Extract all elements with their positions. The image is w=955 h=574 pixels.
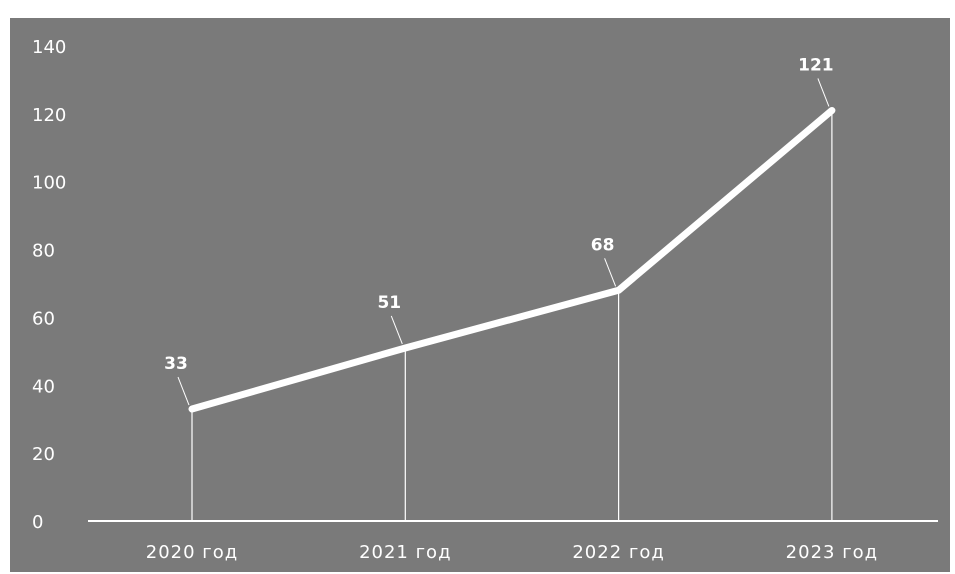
label-leader-line bbox=[817, 78, 830, 107]
data-label: 68 bbox=[591, 235, 615, 255]
x-category-label: 2020 год bbox=[146, 542, 238, 563]
y-axis-ticks: 0 20 40 60 80 100 120 140 bbox=[32, 37, 66, 533]
y-tick-label: 60 bbox=[32, 308, 55, 329]
x-category-label: 2021 год bbox=[359, 542, 451, 563]
x-category-label: 2023 год bbox=[786, 542, 878, 563]
chart-area: 0 20 40 60 80 100 120 140 33 51 68 121 2020 год 202… bbox=[10, 18, 950, 572]
y-tick-label: 20 bbox=[32, 444, 55, 465]
x-axis-categories: 2020 год 2021 год 2022 год 2023 год bbox=[146, 542, 878, 563]
data-label: 51 bbox=[377, 293, 401, 313]
y-tick-label: 40 bbox=[32, 376, 55, 397]
series-line bbox=[188, 106, 836, 413]
label-leader-line bbox=[390, 315, 403, 345]
data-labels: 33 51 68 121 bbox=[164, 55, 833, 374]
y-tick-label: 80 bbox=[32, 241, 55, 262]
y-tick-label: 0 bbox=[32, 512, 43, 533]
label-leader-lines bbox=[177, 78, 830, 406]
y-tick-label: 100 bbox=[32, 173, 66, 194]
drop-lines bbox=[191, 110, 833, 521]
data-label: 33 bbox=[164, 354, 188, 374]
x-category-label: 2022 год bbox=[572, 542, 664, 563]
y-tick-label: 140 bbox=[32, 37, 66, 58]
label-leader-line bbox=[604, 258, 617, 287]
y-tick-label: 120 bbox=[32, 105, 66, 126]
data-label: 121 bbox=[798, 55, 834, 75]
label-leader-line bbox=[177, 376, 190, 406]
